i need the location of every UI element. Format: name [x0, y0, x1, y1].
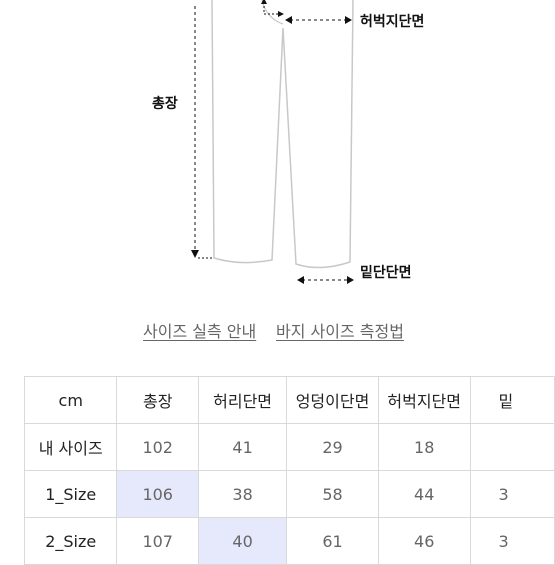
header-cell: cm: [23, 376, 118, 424]
table-cell-highlighted: 40: [197, 517, 288, 565]
row-name: 1_Size: [23, 470, 118, 518]
header-cell: 밑: [469, 376, 555, 424]
pants-measurement-diagram: [191, 0, 354, 284]
table-cell: 44: [377, 470, 471, 518]
table-row[interactable]: 1_Size 106 38 58 44 3: [23, 470, 555, 518]
pants-outline: [211, 0, 354, 269]
table-row[interactable]: 2_Size 107 40 61 46 3: [23, 517, 555, 565]
table-cell: 38: [197, 470, 288, 518]
row-name: 내 사이즈: [23, 423, 118, 471]
header-cell: 허벅지단면: [377, 376, 471, 424]
table-cell: 3: [469, 470, 555, 518]
table-cell: 29: [286, 423, 379, 471]
header-cell: 총장: [116, 376, 199, 424]
table-row: 내 사이즈 102 41 29 18: [23, 423, 555, 471]
header-cell: 허리단면: [197, 376, 288, 424]
table-cell: 3: [469, 517, 555, 565]
header-cell: 엉덩이단면: [286, 376, 379, 424]
table-cell: 61: [286, 517, 379, 565]
table-cell: 46: [377, 517, 471, 565]
size-guide-link[interactable]: 사이즈 실측 안내: [143, 322, 257, 341]
table-cell: 107: [116, 517, 199, 565]
hem-width-label: 밑단단면: [360, 265, 412, 281]
size-table: cm 총장 허리단면 엉덩이단면 허벅지단면 밑 내 사이즈 102 41 29…: [23, 376, 555, 565]
rise-arrow: [263, 2, 278, 15]
thigh-width-label: 허벅지단면: [360, 14, 425, 30]
table-cell: 102: [116, 423, 199, 471]
table-cell: [469, 423, 555, 471]
total-length-label: 총장: [152, 96, 178, 112]
table-cell-highlighted: 106: [116, 470, 199, 518]
table-cell: 18: [377, 423, 471, 471]
table-cell: 41: [197, 423, 288, 471]
table-header-row: cm 총장 허리단면 엉덩이단면 허벅지단면 밑: [23, 376, 555, 424]
table-cell: 58: [286, 470, 379, 518]
measure-guide-link[interactable]: 바지 사이즈 측정법: [276, 322, 404, 341]
row-name: 2_Size: [23, 517, 118, 565]
